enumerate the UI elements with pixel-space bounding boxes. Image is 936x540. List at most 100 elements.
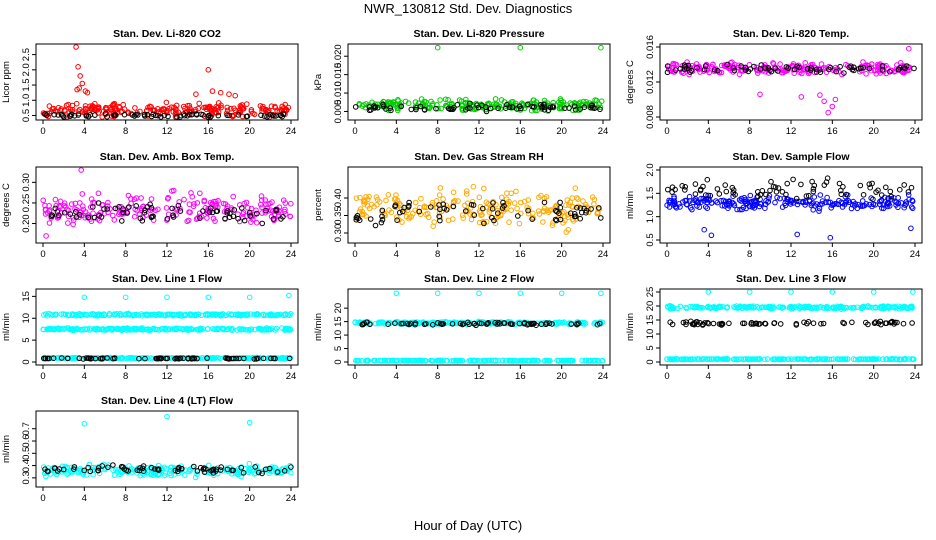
data-point <box>579 357 585 364</box>
series-magenta <box>40 167 294 239</box>
data-point <box>173 102 180 109</box>
data-point <box>869 180 875 187</box>
data-point <box>204 215 210 221</box>
data-point <box>693 61 700 67</box>
data-point <box>437 357 444 364</box>
data-point <box>163 205 170 211</box>
data-point <box>708 232 715 239</box>
data-point <box>581 104 588 110</box>
data-point <box>796 305 803 312</box>
data-point <box>705 320 712 327</box>
data-point <box>110 462 116 468</box>
data-point <box>905 356 912 362</box>
data-point <box>665 186 671 193</box>
data-point <box>285 326 292 333</box>
y-tick-label: 0.020 <box>333 44 344 68</box>
data-point <box>780 67 787 74</box>
data-point <box>197 326 204 332</box>
data-point <box>418 195 424 202</box>
data-point <box>379 213 385 220</box>
x-tick-label: 8 <box>123 493 128 504</box>
x-tick-label: 8 <box>435 249 440 260</box>
data-point <box>902 202 908 208</box>
data-point <box>513 188 519 195</box>
data-point <box>794 231 801 238</box>
data-point <box>170 212 176 218</box>
data-point <box>263 207 269 214</box>
data-point <box>102 327 108 333</box>
data-point <box>71 113 78 119</box>
x-tick-label: 16 <box>827 126 838 137</box>
data-point <box>472 358 478 364</box>
data-point <box>875 187 881 194</box>
data-point <box>701 356 707 362</box>
data-point <box>476 194 483 201</box>
data-point <box>859 198 866 204</box>
data-point <box>405 358 411 364</box>
data-point <box>900 64 907 71</box>
data-point <box>193 216 200 222</box>
data-point <box>856 66 862 72</box>
data-point <box>413 106 419 113</box>
data-point <box>697 187 704 194</box>
data-point <box>282 206 288 213</box>
series-black <box>41 355 293 362</box>
data-point <box>490 200 496 206</box>
data-point <box>664 303 671 310</box>
data-point <box>282 200 289 206</box>
data-point <box>175 109 182 116</box>
data-point <box>250 216 256 223</box>
x-tick-label: 12 <box>474 249 485 260</box>
data-point <box>180 355 187 362</box>
data-point <box>363 319 370 326</box>
data-point <box>836 68 842 75</box>
data-point <box>181 472 188 478</box>
data-point <box>729 199 736 206</box>
data-point <box>244 312 251 318</box>
data-point <box>363 213 369 219</box>
data-point <box>900 356 907 362</box>
data-point <box>133 311 140 318</box>
data-point <box>580 198 586 204</box>
data-point <box>534 107 540 114</box>
data-point <box>746 203 753 210</box>
data-point <box>533 322 539 329</box>
data-point <box>812 356 819 363</box>
data-point <box>119 355 125 361</box>
data-point <box>59 355 65 361</box>
data-point <box>508 321 515 328</box>
data-point <box>49 326 56 333</box>
x-tick-label: 24 <box>910 371 921 382</box>
data-point <box>252 464 258 470</box>
x-tick-label: 20 <box>556 371 567 382</box>
data-point <box>692 181 699 187</box>
data-point <box>381 357 388 364</box>
data-point <box>257 103 264 109</box>
data-point <box>224 112 230 119</box>
data-point <box>516 220 523 227</box>
data-point <box>136 355 142 362</box>
data-point <box>886 203 893 209</box>
x-tick-label: 16 <box>203 126 214 137</box>
data-point <box>235 215 241 222</box>
data-point <box>682 197 688 204</box>
data-point <box>193 91 199 97</box>
data-point <box>186 201 193 207</box>
data-point <box>281 208 288 215</box>
data-point <box>866 201 873 208</box>
data-point <box>499 357 506 364</box>
data-point <box>377 319 384 326</box>
data-point <box>278 216 284 222</box>
data-point <box>186 102 193 109</box>
data-point <box>517 290 524 297</box>
y-tick-label: 0.015 <box>333 63 344 87</box>
data-point <box>757 191 764 198</box>
data-point <box>447 106 453 113</box>
data-point <box>225 355 232 362</box>
data-point <box>782 200 788 206</box>
data-point <box>205 67 212 73</box>
data-point <box>856 356 862 363</box>
x-tick-label: 4 <box>82 493 87 504</box>
data-point <box>215 109 222 116</box>
data-point <box>508 207 515 213</box>
